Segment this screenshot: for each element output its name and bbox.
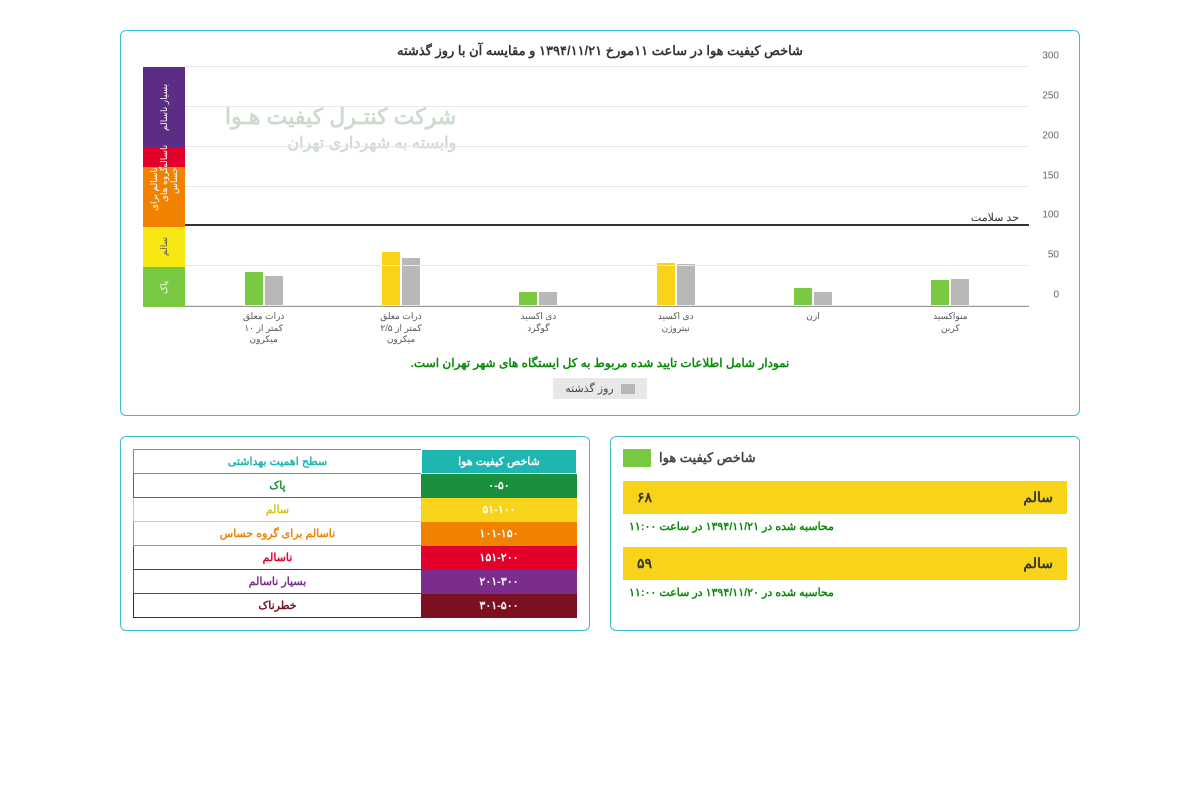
aqi-status-bar: سالم ۶۸	[623, 481, 1067, 514]
range-cell: ۱۵۱-۲۰۰	[421, 546, 576, 570]
aqi-legend-table: شاخص کیفیت هوا سطح اهمیت بهداشتی ۰-۵۰پاک…	[133, 449, 577, 618]
chart-note: نمودار شامل اطلاعات تایید شده مربوط به ک…	[137, 356, 1063, 370]
label-cell: بسیار ناسالم	[134, 570, 422, 594]
health-limit-line	[185, 224, 1029, 226]
aqi-status-bar: سالم ۵۹	[623, 547, 1067, 580]
aqi-card-title: شاخص کیفیت هوا	[659, 450, 756, 466]
gridline	[185, 186, 1029, 187]
quality-band-cell: ناسالم برای گروه های حساس	[143, 167, 185, 227]
label-cell: ناسالم برای گروه حساس	[134, 522, 422, 546]
aqi-indicator-swatch	[623, 449, 651, 467]
y-tick-label: 200	[1042, 130, 1059, 141]
aqi-card-header: شاخص کیفیت هوا	[623, 449, 1067, 467]
bar-today	[931, 280, 949, 306]
gridline	[185, 265, 1029, 266]
table-row: ۰-۵۰پاک	[134, 474, 577, 498]
range-cell: ۳۰۱-۵۰۰	[421, 594, 576, 618]
bar-group	[234, 272, 294, 306]
aqi-status-label: سالم	[1023, 555, 1053, 572]
range-cell: ۱۰۱-۱۵۰	[421, 522, 576, 546]
y-tick-label: 100	[1042, 210, 1059, 221]
label-cell: ناسالم	[134, 546, 422, 570]
y-tick-label: 300	[1042, 51, 1059, 62]
bar-group	[646, 263, 706, 306]
bar-group	[783, 288, 843, 306]
label-cell: خطرناک	[134, 594, 422, 618]
x-tick-label: دی اکسیدنیتروژن	[646, 311, 706, 346]
table-row: ۳۰۱-۵۰۰خطرناک	[134, 594, 577, 618]
bar-group	[371, 252, 431, 306]
bar-group	[508, 292, 568, 306]
bar-prev	[265, 276, 283, 306]
aqi-value: ۶۸	[637, 489, 652, 506]
gridline	[185, 106, 1029, 107]
quality-band-cell: ناسالم	[143, 147, 185, 167]
bar-today	[794, 288, 812, 306]
chart-title: شاخص کیفیت هوا در ساعت ۱۱مورخ ۱۳۹۴/۱۱/۲۱…	[137, 43, 1063, 59]
bar-today	[519, 292, 537, 306]
table-header-row: شاخص کیفیت هوا سطح اهمیت بهداشتی	[134, 450, 577, 474]
gridline	[185, 146, 1029, 147]
x-tick-label: دی اکسیدگوگرد	[508, 311, 568, 346]
range-cell: ۰-۵۰	[421, 474, 576, 498]
legend-prev-day: روز گذشته	[553, 378, 647, 399]
bar-prev	[539, 292, 557, 306]
quality-band-legend: بسیار ناسالمناسالمناسالم برای گروه های ح…	[143, 67, 185, 307]
legend-swatch-icon	[621, 384, 635, 394]
bar-today	[657, 263, 675, 306]
th-label: سطح اهمیت بهداشتی	[134, 450, 422, 474]
gridline	[185, 305, 1029, 306]
bars-container	[185, 67, 1029, 306]
bar-prev	[951, 279, 969, 306]
y-axis-labels: 050100150200250300	[1031, 67, 1059, 306]
x-axis-labels: منواکسیدکربن ازن دی اکسیدنیتروژن دی اکسیدگو…	[185, 307, 1029, 346]
legend-prev-label: روز گذشته	[565, 383, 613, 395]
table-row: ۱۰۱-۱۵۰ناسالم برای گروه حساس	[134, 522, 577, 546]
quality-band-cell: بسیار ناسالم	[143, 67, 185, 147]
th-range: شاخص کیفیت هوا	[421, 450, 576, 474]
label-cell: سالم	[134, 498, 422, 522]
table-row: ۵۱-۱۰۰سالم	[134, 498, 577, 522]
bar-prev	[814, 292, 832, 306]
quality-band-cell: پاک	[143, 267, 185, 307]
label-cell: پاک	[134, 474, 422, 498]
y-tick-label: 0	[1053, 290, 1059, 301]
aqi-value: ۵۹	[637, 555, 652, 572]
table-row: ۲۰۱-۳۰۰بسیار ناسالم	[134, 570, 577, 594]
health-limit-label: حد سلامت	[967, 211, 1023, 224]
y-tick-label: 50	[1048, 250, 1059, 261]
aqi-current-card: شاخص کیفیت هوا سالم ۶۸ محاسبه شده در ۱۳۹۴/…	[610, 436, 1080, 631]
range-cell: ۵۱-۱۰۰	[421, 498, 576, 522]
quality-band-cell: سالم	[143, 227, 185, 267]
aqi-readings: سالم ۶۸ محاسبه شده در ۱۳۹۴/۱۱/۲۱ در ساعت ۱…	[623, 481, 1067, 599]
range-cell: ۲۰۱-۳۰۰	[421, 570, 576, 594]
x-tick-label: ازن	[783, 311, 843, 346]
gridline	[185, 66, 1029, 67]
y-tick-label: 250	[1042, 90, 1059, 101]
chart-wrap: بسیار ناسالمناسالمناسالم برای گروه های ح…	[137, 67, 1063, 346]
aqi-calc-note: محاسبه شده در ۱۳۹۴/۱۱/۲۱ در ساعت ۱۱:۰۰	[623, 520, 1067, 533]
aqi-calc-note: محاسبه شده در ۱۳۹۴/۱۱/۲۰ در ساعت ۱۱:۰۰	[623, 586, 1067, 599]
bottom-row: شاخص کیفیت هوا سالم ۶۸ محاسبه شده در ۱۳۹۴/…	[120, 436, 1080, 631]
bar-group	[920, 279, 980, 306]
aqi-legend-card: شاخص کیفیت هوا سطح اهمیت بهداشتی ۰-۵۰پاک…	[120, 436, 590, 631]
aqi-status-label: سالم	[1023, 489, 1053, 506]
x-tick-label: منواکسیدکربن	[920, 311, 980, 346]
chart-plot-area: 050100150200250300 شرکت کنتـرل کیفیت هـو…	[185, 67, 1029, 307]
bar-today	[245, 272, 263, 306]
table-row: ۱۵۱-۲۰۰ناسالم	[134, 546, 577, 570]
bar-prev	[677, 264, 695, 306]
y-tick-label: 150	[1042, 170, 1059, 181]
x-tick-label: ذرات معلقکمتر از ۱۰میکرون	[234, 311, 294, 346]
aqi-chart-panel: شاخص کیفیت هوا در ساعت ۱۱مورخ ۱۳۹۴/۱۱/۲۱…	[120, 30, 1080, 416]
x-tick-label: ذرات معلقکمتر از ۲/۵میکرون	[371, 311, 431, 346]
bar-today	[382, 252, 400, 306]
